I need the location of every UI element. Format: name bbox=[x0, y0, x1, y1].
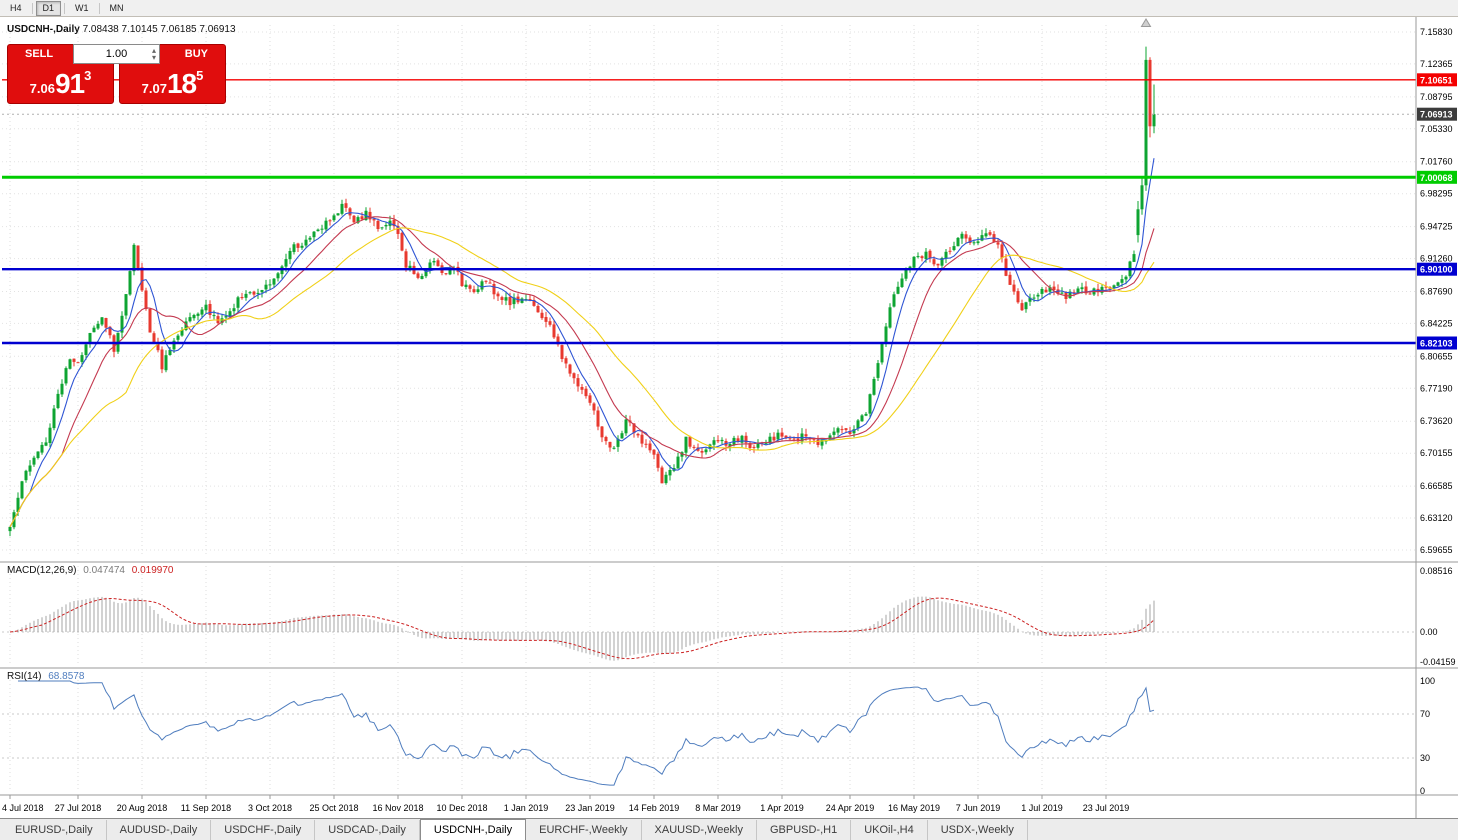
svg-text:11 Sep 2018: 11 Sep 2018 bbox=[181, 803, 231, 813]
svg-text:30: 30 bbox=[1420, 753, 1430, 763]
svg-text:16 Nov 2018: 16 Nov 2018 bbox=[372, 803, 423, 813]
sell-price-big: 7.06 bbox=[29, 81, 55, 96]
svg-text:25 Oct 2018: 25 Oct 2018 bbox=[309, 803, 358, 813]
time-axis[interactable]: 4 Jul 2018 27 Jul 2018 20 Aug 2018 11 Sep 2… bbox=[2, 795, 1129, 813]
chart-tab-usdchf-daily[interactable]: USDCHF-,Daily bbox=[211, 820, 316, 840]
svg-text:6.59655: 6.59655 bbox=[1420, 545, 1453, 555]
svg-text:70: 70 bbox=[1420, 709, 1430, 719]
chart-shift-marker-icon[interactable] bbox=[1140, 18, 1152, 27]
timeframe-button-d1[interactable]: D1 bbox=[35, 0, 62, 16]
svg-text:6.77190: 6.77190 bbox=[1420, 383, 1453, 393]
svg-text:3 Oct 2018: 3 Oct 2018 bbox=[248, 803, 292, 813]
sell-price-pips: 91 bbox=[54, 68, 85, 99]
volume-input[interactable]: 1.00 ▴ ▾ bbox=[73, 44, 160, 64]
chart-tab-audusd-daily[interactable]: AUDUSD-,Daily bbox=[107, 820, 212, 840]
sell-label: SELL bbox=[25, 48, 54, 60]
volume-down-icon[interactable]: ▾ bbox=[151, 53, 156, 62]
svg-text:6.84225: 6.84225 bbox=[1420, 318, 1453, 328]
svg-text:7.12365: 7.12365 bbox=[1420, 59, 1453, 69]
svg-text:23 Jul 2019: 23 Jul 2019 bbox=[1083, 803, 1130, 813]
grid-layer bbox=[2, 25, 1416, 792]
chart-canvas[interactable]: 7.15830 7.12365 7.08795 7.05330 7.01760 6.982… bbox=[0, 17, 1458, 818]
svg-text:20 Aug 2018: 20 Aug 2018 bbox=[117, 803, 168, 813]
svg-text:1 Apr 2019: 1 Apr 2019 bbox=[760, 803, 804, 813]
svg-text:7 Jun 2019: 7 Jun 2019 bbox=[956, 803, 1001, 813]
svg-text:27 Jul 2018: 27 Jul 2018 bbox=[55, 803, 102, 813]
svg-text:7.06913: 7.06913 bbox=[1420, 110, 1453, 120]
svg-text:6.82103: 6.82103 bbox=[1420, 338, 1453, 348]
chart-tab-xauusd-weekly[interactable]: XAUUSD-,Weekly bbox=[642, 820, 757, 840]
svg-text:6.94725: 6.94725 bbox=[1420, 222, 1453, 232]
sell-price-point: 3 bbox=[84, 68, 92, 83]
svg-text:10 Dec 2018: 10 Dec 2018 bbox=[436, 803, 487, 813]
svg-text:14 Feb 2019: 14 Feb 2019 bbox=[629, 803, 680, 813]
chart-tab-eurchf-weekly[interactable]: EURCHF-,Weekly bbox=[526, 820, 642, 840]
timeframe-button-w1[interactable]: W1 bbox=[68, 1, 96, 16]
svg-text:7.10651: 7.10651 bbox=[1420, 75, 1453, 85]
svg-text:7.08795: 7.08795 bbox=[1420, 92, 1453, 102]
svg-text:1 Jul 2019: 1 Jul 2019 bbox=[1021, 803, 1063, 813]
chart-tab-gbpusd-h1[interactable]: GBPUSD-,H1 bbox=[757, 820, 852, 840]
chart-tabbar: EURUSD-,Daily AUDUSD-,Daily USDCHF-,Daily U… bbox=[0, 818, 1458, 840]
buy-price: 7.07185 bbox=[120, 68, 225, 100]
svg-text:1 Jan 2019: 1 Jan 2019 bbox=[504, 803, 549, 813]
svg-text:100: 100 bbox=[1420, 676, 1435, 686]
svg-text:6.66585: 6.66585 bbox=[1420, 481, 1453, 491]
svg-text:7.01760: 7.01760 bbox=[1420, 157, 1453, 167]
timeframe-toolbar: H4 D1 W1 MN bbox=[0, 0, 1458, 17]
toolbar-separator bbox=[31, 2, 33, 14]
svg-text:0: 0 bbox=[1420, 786, 1425, 796]
svg-text:6.80655: 6.80655 bbox=[1420, 351, 1453, 361]
svg-text:4 Jul 2018: 4 Jul 2018 bbox=[2, 803, 44, 813]
one-click-trading-panel: SELL 7.06913 BUY 7.07185 1.00 ▴ ▾ bbox=[7, 44, 226, 104]
price-tags-layer: 7.10651 7.00068 6.90100 6.82103 7.06913 bbox=[1417, 73, 1457, 350]
chart-tab-usdcad-daily[interactable]: USDCAD-,Daily bbox=[315, 820, 420, 840]
svg-text:7.00068: 7.00068 bbox=[1420, 173, 1453, 183]
svg-text:-0.04159: -0.04159 bbox=[1420, 657, 1456, 667]
chart-tab-usdx-weekly[interactable]: USDX-,Weekly bbox=[928, 820, 1028, 840]
toolbar-separator bbox=[98, 2, 100, 14]
hlines-layer bbox=[2, 79, 1416, 345]
svg-text:8 Mar 2019: 8 Mar 2019 bbox=[695, 803, 741, 813]
chart-tab-ukoil-h4[interactable]: UKOil-,H4 bbox=[851, 820, 928, 840]
chart-tab-eurusd-daily[interactable]: EURUSD-,Daily bbox=[2, 820, 107, 840]
svg-text:6.73620: 6.73620 bbox=[1420, 416, 1453, 426]
timeframe-button-mn[interactable]: MN bbox=[103, 1, 131, 16]
svg-text:0.08516: 0.08516 bbox=[1420, 566, 1453, 576]
svg-text:7.15830: 7.15830 bbox=[1420, 27, 1453, 37]
macd-layer bbox=[9, 596, 1155, 661]
svg-text:6.70155: 6.70155 bbox=[1420, 448, 1453, 458]
svg-text:6.87690: 6.87690 bbox=[1420, 286, 1453, 296]
timeframe-button-h4[interactable]: H4 bbox=[3, 1, 29, 16]
price-axis[interactable]: 7.15830 7.12365 7.08795 7.05330 7.01760 6.982… bbox=[0, 17, 1458, 818]
svg-text:23 Jan 2019: 23 Jan 2019 bbox=[565, 803, 615, 813]
volume-up-icon[interactable]: ▴ bbox=[151, 46, 156, 55]
buy-price-pips: 18 bbox=[166, 68, 197, 99]
chart-tab-usdcnh-daily[interactable]: USDCNH-,Daily bbox=[419, 819, 527, 840]
sell-price: 7.06913 bbox=[8, 68, 113, 100]
svg-text:16 May 2019: 16 May 2019 bbox=[888, 803, 940, 813]
svg-text:7.05330: 7.05330 bbox=[1420, 124, 1453, 134]
svg-text:0.00: 0.00 bbox=[1420, 627, 1438, 637]
buy-button[interactable]: BUY 7.07185 bbox=[119, 44, 226, 104]
buy-price-point: 5 bbox=[196, 68, 204, 83]
svg-text:6.63120: 6.63120 bbox=[1420, 513, 1453, 523]
volume-value: 1.00 bbox=[105, 48, 128, 60]
svg-text:24 Apr 2019: 24 Apr 2019 bbox=[826, 803, 875, 813]
rsi-layer bbox=[18, 680, 1155, 786]
volume-spinner[interactable]: ▴ ▾ bbox=[151, 46, 156, 62]
buy-price-big: 7.07 bbox=[141, 81, 167, 96]
svg-text:6.91260: 6.91260 bbox=[1420, 254, 1453, 264]
toolbar-separator bbox=[64, 2, 66, 14]
buy-label: BUY bbox=[184, 48, 208, 60]
svg-text:6.98295: 6.98295 bbox=[1420, 189, 1453, 199]
svg-text:6.90100: 6.90100 bbox=[1420, 265, 1453, 275]
